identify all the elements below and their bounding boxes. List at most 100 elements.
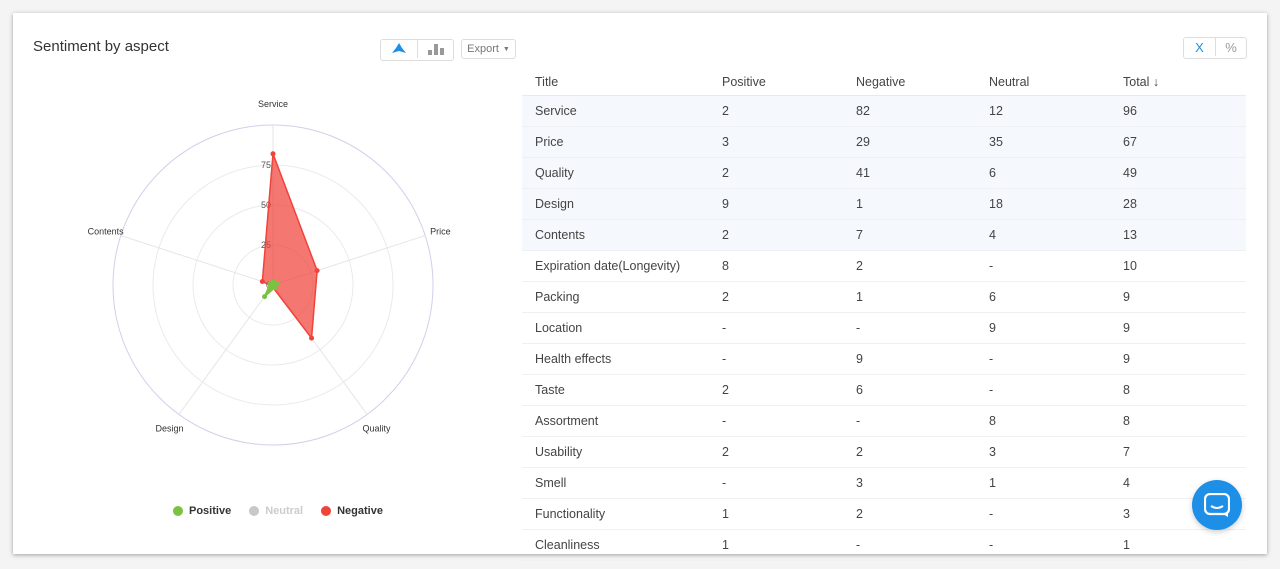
radar-chart-icon — [392, 43, 406, 53]
table-row[interactable]: Location - -9 9 — [522, 312, 1246, 344]
column-header-0[interactable]: Title — [522, 68, 721, 96]
chat-button[interactable] — [1192, 480, 1242, 530]
table-row[interactable]: Packing 2 1 6 9 — [522, 281, 1246, 313]
table-cell: 8 — [1122, 374, 1246, 406]
table-cell: 2 — [721, 219, 855, 251]
chat-icon — [1204, 493, 1230, 517]
table-cell: 28 — [1122, 188, 1246, 220]
axis-label: Service — [258, 99, 288, 109]
table-cell: 2 — [721, 436, 855, 468]
table-cell: 6 — [855, 374, 988, 406]
table-cell: 41 — [855, 157, 988, 189]
data-point-positive — [267, 281, 273, 287]
table-cell: Design — [522, 188, 721, 220]
table-cell: 29 — [855, 126, 988, 158]
column-header-1[interactable]: Positive — [721, 68, 855, 96]
table-cell: 35 — [988, 126, 1122, 158]
table-cell: - — [721, 405, 855, 437]
table-cell: Usability — [522, 436, 721, 468]
table-cell: - — [988, 529, 1122, 561]
series-area-negative — [261, 153, 318, 341]
table-cell: Assortment — [522, 405, 721, 437]
table-cell: 2 — [721, 157, 855, 189]
legend-label: Neutral — [265, 505, 304, 517]
axis-line — [178, 284, 274, 415]
table-row[interactable]: Smell -3 1 4 — [522, 467, 1246, 499]
table-cell: 3 — [855, 467, 988, 499]
legend-neutral[interactable]: Neutral — [249, 505, 303, 517]
table-cell: 1 — [721, 498, 855, 530]
table-row[interactable]: Price 3 29 35 67 — [522, 126, 1246, 158]
table-cell: - — [855, 529, 988, 561]
data-point-negative — [270, 151, 276, 157]
legend-dot — [249, 506, 260, 516]
column-header-4[interactable]: Total ↓ — [1122, 68, 1246, 96]
table-cell: 1 — [1122, 529, 1246, 561]
table-row[interactable]: Functionality 1 2-3 — [522, 498, 1246, 530]
percent-button[interactable]: % — [1215, 38, 1246, 56]
data-point-negative — [259, 279, 265, 285]
column-header-3[interactable]: Neutral — [988, 68, 1122, 96]
legend-label: Negative — [337, 505, 383, 517]
table-cell: Functionality — [522, 498, 721, 530]
table-cell: - — [988, 498, 1122, 530]
table-cell: 3 — [721, 126, 855, 158]
table-row[interactable]: Assortment - -8 8 — [522, 405, 1246, 437]
export-dropdown[interactable]: Export ▼ — [461, 39, 516, 59]
axis-line — [120, 235, 274, 286]
axis-label: Design — [156, 423, 184, 433]
table-cell: 9 — [855, 343, 988, 375]
data-point-positive — [275, 281, 281, 287]
table-cell: 10 — [1122, 250, 1246, 282]
radar-chart: ServicePriceQualityDesignContents0255075 — [88, 99, 451, 446]
table-cell: Packing — [522, 281, 721, 313]
axis-label: Contents — [88, 227, 125, 237]
table-row[interactable]: Quality 2 41 6 49 — [522, 157, 1246, 189]
table-cell: 1 — [721, 529, 855, 561]
table-row[interactable]: Contents 2 7 4 13 — [522, 219, 1246, 251]
table-cell: 49 — [1122, 157, 1246, 189]
bar-chart-button[interactable] — [417, 40, 453, 58]
table-row[interactable]: Service 2 82 12 96 — [522, 95, 1246, 127]
table-cell: Price — [522, 126, 721, 158]
table-row[interactable]: Expiration date(Longevity) 8 2-10 — [522, 250, 1246, 282]
column-header-2[interactable]: Negative — [855, 68, 988, 96]
table-cell: 7 — [1122, 436, 1246, 468]
absolute-button[interactable]: X — [1184, 38, 1215, 56]
legend-positive[interactable]: Positive — [173, 505, 231, 517]
table-cell: 3 — [988, 436, 1122, 468]
table-cell: Taste — [522, 374, 721, 406]
table-cell: - — [721, 312, 855, 344]
data-point-negative — [314, 268, 320, 274]
value-mode-toggle: X % — [1183, 37, 1247, 59]
table-row[interactable]: Design 9 1 18 28 — [522, 188, 1246, 220]
table-cell: 9 — [988, 312, 1122, 344]
axis-label: Quality — [362, 423, 391, 433]
table-cell: 6 — [988, 281, 1122, 313]
table-cell: Quality — [522, 157, 721, 189]
table-cell: 67 — [1122, 126, 1246, 158]
table-cell: 9 — [721, 188, 855, 220]
table-row[interactable]: Taste 2 6-8 — [522, 374, 1246, 406]
table-cell: Location — [522, 312, 721, 344]
table-row[interactable]: Usability 2 2 3 7 — [522, 436, 1246, 468]
axis-label: Price — [430, 227, 451, 237]
table-cell: 1 — [855, 188, 988, 220]
table-cell: 8 — [721, 250, 855, 282]
table-cell: - — [988, 343, 1122, 375]
table-cell: Cleanliness — [522, 529, 721, 561]
table-cell: 4 — [988, 219, 1122, 251]
table-cell: - — [988, 374, 1122, 406]
table-cell: 1 — [988, 467, 1122, 499]
export-label: Export — [467, 43, 499, 55]
sentiment-card: Sentiment by aspect Export ▼ X % Service P… — [13, 13, 1267, 561]
legend-dot — [321, 506, 332, 516]
legend-negative[interactable]: Negative — [321, 505, 383, 517]
table-cell: 12 — [988, 95, 1122, 127]
table-row[interactable]: Cleanliness 1- -1 — [522, 529, 1246, 561]
radar-chart-button[interactable] — [381, 40, 417, 58]
legend-label: Positive — [189, 505, 232, 517]
table-row[interactable]: Health effects -9-9 — [522, 343, 1246, 375]
table-cell: - — [721, 467, 855, 499]
data-point-positive — [262, 294, 268, 300]
